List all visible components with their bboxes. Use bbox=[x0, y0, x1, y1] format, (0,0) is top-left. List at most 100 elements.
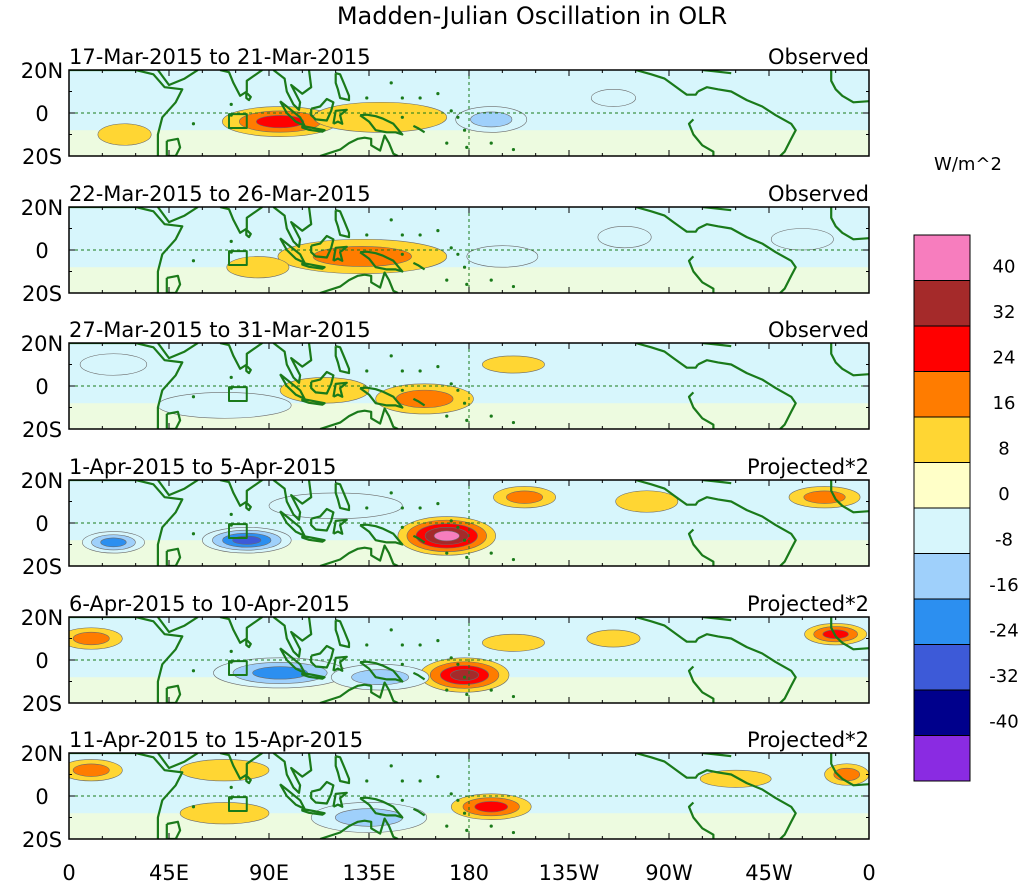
coastline bbox=[272, 753, 313, 794]
contour-level bbox=[79, 353, 148, 376]
island bbox=[389, 491, 393, 495]
contour-level bbox=[590, 89, 636, 107]
island bbox=[489, 824, 493, 828]
island bbox=[465, 828, 469, 833]
island bbox=[456, 115, 460, 119]
coastline bbox=[334, 209, 351, 239]
island bbox=[400, 233, 404, 237]
olr-anomaly bbox=[279, 377, 370, 404]
coastline bbox=[359, 113, 404, 136]
coastline bbox=[219, 617, 263, 644]
island bbox=[191, 259, 196, 263]
coastline bbox=[697, 86, 797, 156]
island bbox=[511, 830, 516, 835]
contour-level bbox=[470, 111, 513, 128]
island bbox=[191, 395, 196, 399]
olr-anomaly bbox=[82, 531, 145, 554]
island bbox=[462, 675, 467, 679]
island bbox=[465, 418, 469, 422]
colorbar-label: 24 bbox=[993, 348, 1016, 369]
x-tick-label: 135E bbox=[342, 861, 395, 885]
coastline bbox=[310, 780, 335, 805]
coastlines bbox=[69, 480, 869, 566]
coastline bbox=[697, 496, 797, 566]
coastline bbox=[332, 791, 348, 808]
coastline bbox=[69, 70, 184, 156]
coastline bbox=[334, 619, 351, 649]
olr-anomaly bbox=[179, 759, 270, 782]
island bbox=[456, 525, 460, 529]
coastline bbox=[830, 207, 869, 241]
coastline bbox=[310, 234, 335, 259]
island bbox=[400, 525, 404, 529]
y-tick-label: 20N bbox=[21, 196, 63, 220]
coastline bbox=[334, 482, 351, 512]
y-tick-label: 20N bbox=[21, 469, 63, 493]
island bbox=[462, 811, 467, 815]
coastline bbox=[412, 124, 426, 134]
coastline bbox=[310, 97, 335, 122]
olr-anomaly bbox=[419, 657, 510, 693]
island bbox=[400, 643, 404, 647]
contour-level bbox=[97, 123, 152, 146]
anomaly-field bbox=[69, 480, 869, 566]
island bbox=[400, 662, 404, 666]
island bbox=[489, 688, 493, 692]
coastline bbox=[412, 397, 426, 407]
coastline bbox=[69, 617, 184, 703]
olr-anomaly bbox=[586, 629, 641, 648]
panel-kind-label: Projected*2 bbox=[747, 455, 869, 479]
colorbar-swatch bbox=[913, 507, 971, 554]
island bbox=[465, 282, 469, 286]
island bbox=[418, 96, 422, 100]
contour-level bbox=[482, 633, 545, 652]
coastline bbox=[310, 370, 335, 395]
coastline bbox=[687, 801, 715, 839]
panel-date-label: 6-Apr-2015 to 10-Apr-2015 bbox=[69, 592, 350, 616]
island bbox=[229, 512, 233, 517]
y-tick-label: 0 bbox=[35, 649, 48, 673]
coastline bbox=[359, 796, 404, 819]
y-tick-label: 0 bbox=[35, 102, 48, 126]
box-marker bbox=[228, 386, 248, 403]
contour-level bbox=[615, 490, 679, 513]
coastline bbox=[687, 255, 715, 293]
coastline bbox=[359, 250, 404, 273]
island bbox=[365, 96, 369, 100]
island bbox=[400, 252, 404, 256]
y-tick-label: 0 bbox=[35, 785, 48, 809]
island bbox=[462, 538, 467, 542]
colorbar-label: 8 bbox=[998, 439, 1009, 460]
coastline bbox=[245, 774, 252, 785]
colorbar-label: -8 bbox=[995, 530, 1013, 551]
coastlines bbox=[69, 70, 869, 156]
island bbox=[465, 145, 469, 149]
island bbox=[389, 218, 393, 222]
panel-date-label: 1-Apr-2015 to 5-Apr-2015 bbox=[69, 455, 336, 479]
coastline bbox=[635, 617, 699, 643]
island bbox=[511, 557, 516, 562]
coastline bbox=[319, 271, 399, 293]
island bbox=[462, 128, 467, 132]
island bbox=[489, 278, 493, 282]
coastline bbox=[165, 410, 182, 429]
coastline bbox=[687, 118, 715, 156]
coastline bbox=[319, 681, 399, 703]
coastline bbox=[332, 245, 348, 262]
coastline bbox=[219, 480, 263, 507]
olr-anomaly bbox=[69, 759, 123, 782]
coastline bbox=[687, 391, 715, 429]
panel-kind-label: Projected*2 bbox=[747, 592, 869, 616]
island bbox=[365, 506, 369, 510]
island bbox=[191, 532, 196, 536]
island bbox=[456, 798, 460, 802]
coastline bbox=[165, 547, 182, 566]
coastline bbox=[69, 207, 184, 293]
contour-level bbox=[279, 377, 370, 404]
contour-level bbox=[586, 629, 641, 648]
coastline bbox=[319, 817, 399, 839]
coastline bbox=[272, 343, 313, 384]
colorbar: W/m^2 40 32 24 16 8 0 -8 -16 -24 -32 -40 bbox=[913, 154, 1019, 782]
island bbox=[400, 779, 404, 783]
coastline bbox=[635, 70, 699, 96]
